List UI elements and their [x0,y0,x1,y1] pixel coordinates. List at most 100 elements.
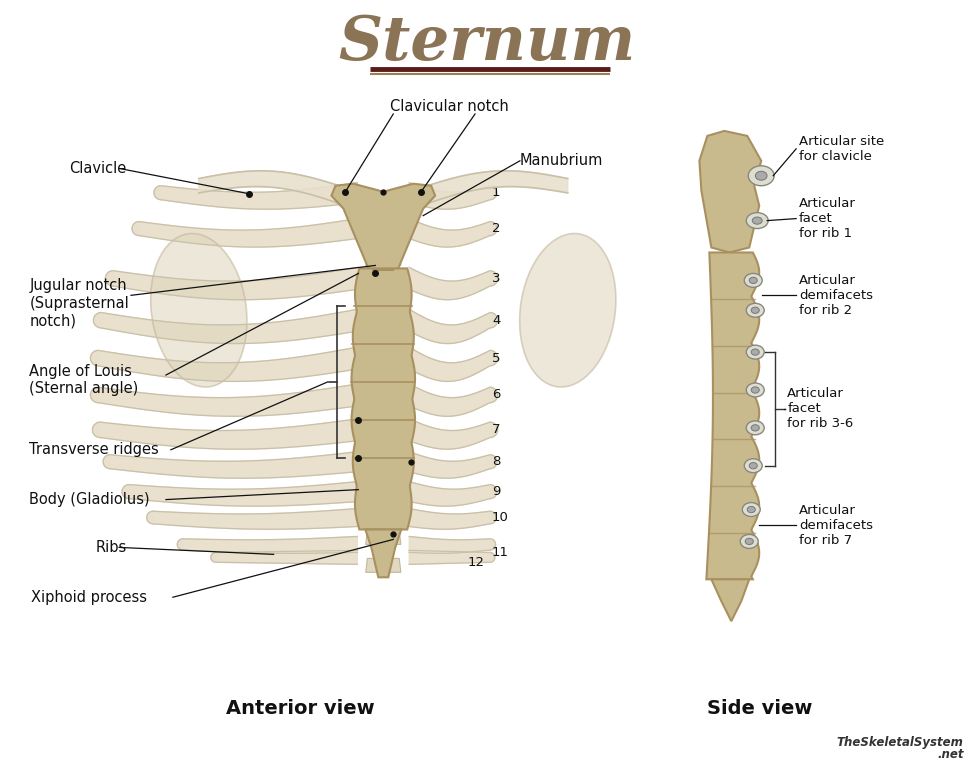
Ellipse shape [742,503,760,517]
Polygon shape [366,195,401,210]
Polygon shape [490,422,497,438]
Polygon shape [699,131,761,252]
Polygon shape [93,422,100,438]
Text: Ribs: Ribs [97,540,128,555]
Text: 12: 12 [468,556,485,569]
Polygon shape [98,384,358,416]
Polygon shape [706,252,760,579]
Polygon shape [122,484,129,498]
Text: Articular
facet
for rib 3-6: Articular facet for rib 3-6 [787,388,853,431]
Polygon shape [366,251,401,265]
Text: Articular
demifacets
for rib 2: Articular demifacets for rib 2 [800,274,873,317]
Polygon shape [490,388,497,403]
Text: Articular
facet
for rib 1: Articular facet for rib 1 [800,197,856,240]
Text: Anterior view: Anterior view [226,699,374,718]
Text: Manubrium: Manubrium [520,153,604,168]
Polygon shape [490,552,495,562]
Text: TheSkeletalSystem: TheSkeletalSystem [837,736,963,749]
Polygon shape [101,309,358,344]
Text: Xiphoid process: Xiphoid process [31,590,147,604]
Polygon shape [366,474,401,488]
Polygon shape [103,454,110,468]
Text: Clavicular notch: Clavicular notch [390,98,509,114]
Ellipse shape [751,307,760,314]
Ellipse shape [746,345,764,359]
Polygon shape [490,484,497,498]
Polygon shape [410,481,490,506]
Polygon shape [105,271,113,286]
Text: 9: 9 [492,485,500,498]
Polygon shape [490,221,497,235]
Polygon shape [366,531,401,544]
Polygon shape [410,268,490,300]
Polygon shape [366,279,401,293]
Polygon shape [410,451,490,478]
Polygon shape [110,451,358,478]
Polygon shape [410,508,490,529]
Polygon shape [712,579,749,621]
Polygon shape [366,335,401,349]
Polygon shape [410,419,490,449]
Polygon shape [139,218,358,247]
Text: 6: 6 [492,388,500,401]
Ellipse shape [751,424,760,431]
Ellipse shape [746,303,764,318]
Text: 2: 2 [492,222,500,235]
Text: 11: 11 [492,546,509,559]
Text: Transverse ridges: Transverse ridges [29,442,159,458]
Polygon shape [199,171,345,205]
Polygon shape [177,539,183,550]
Text: Side view: Side view [707,699,812,718]
Ellipse shape [751,387,760,393]
Text: Angle of Louis
(Sternal angle): Angle of Louis (Sternal angle) [29,364,138,396]
Text: Jugular notch
(Suprasternal
notch): Jugular notch (Suprasternal notch) [29,278,129,328]
Ellipse shape [753,217,762,225]
Text: 10: 10 [492,511,509,524]
Ellipse shape [745,538,754,544]
Polygon shape [490,511,496,524]
Ellipse shape [746,421,764,434]
Ellipse shape [749,278,758,284]
Ellipse shape [740,534,759,548]
Text: Clavicle: Clavicle [69,161,127,176]
Polygon shape [421,171,567,205]
Polygon shape [410,309,490,344]
Text: 1: 1 [492,186,500,199]
Ellipse shape [746,212,768,228]
Ellipse shape [751,349,760,355]
Polygon shape [91,388,98,403]
Polygon shape [332,184,435,271]
Polygon shape [153,508,358,529]
Polygon shape [410,183,490,209]
Ellipse shape [520,234,616,387]
Polygon shape [366,224,401,238]
Polygon shape [91,351,98,366]
Ellipse shape [756,171,767,180]
Ellipse shape [744,274,762,288]
Text: Articular
demifacets
for rib 7: Articular demifacets for rib 7 [800,504,873,547]
Ellipse shape [151,234,247,387]
Polygon shape [410,384,490,416]
Ellipse shape [749,463,758,469]
Polygon shape [183,537,358,554]
Polygon shape [490,351,497,366]
Polygon shape [490,454,497,468]
Text: 3: 3 [492,272,500,285]
Text: .net: .net [937,747,963,761]
Text: 7: 7 [492,424,500,436]
Polygon shape [366,363,401,377]
Polygon shape [490,539,495,550]
Polygon shape [154,186,161,200]
Polygon shape [129,481,358,506]
Ellipse shape [746,383,764,397]
Polygon shape [113,268,358,300]
Polygon shape [132,221,139,235]
Polygon shape [366,447,401,461]
Polygon shape [94,312,101,328]
Polygon shape [490,186,497,200]
Polygon shape [211,552,215,562]
Polygon shape [352,268,415,530]
Polygon shape [410,551,490,564]
Polygon shape [490,312,497,328]
Polygon shape [410,347,490,381]
